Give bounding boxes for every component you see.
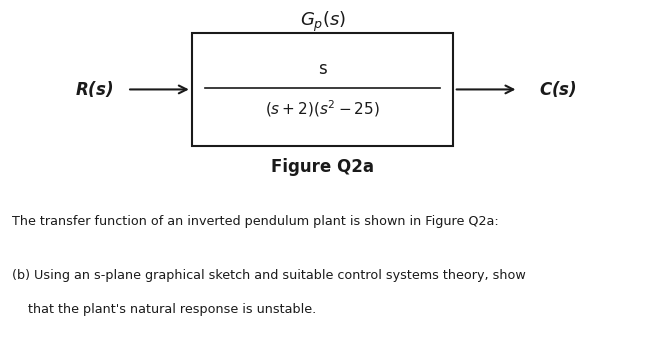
Text: $\mathit{G_p}$$\mathit{(s)}$: $\mathit{G_p}$$\mathit{(s)}$ <box>299 10 346 34</box>
Text: s: s <box>318 60 327 78</box>
Text: Figure Q2a: Figure Q2a <box>271 158 374 176</box>
Text: $(s + 2)(s^2 - 25)$: $(s + 2)(s^2 - 25)$ <box>265 98 380 119</box>
Text: The transfer function of an inverted pendulum plant is shown in Figure Q2a:: The transfer function of an inverted pen… <box>12 215 499 228</box>
Text: $\bfit{R}\bfit{(}\bfit{s}\bfit{)}$: $\bfit{R}\bfit{(}\bfit{s}\bfit{)}$ <box>76 79 113 99</box>
Text: $\bfit{C}\bfit{(}\bfit{s}\bfit{)}$: $\bfit{C}\bfit{(}\bfit{s}\bfit{)}$ <box>539 79 576 99</box>
Text: (b) Using an s-plane graphical sketch and suitable control systems theory, show: (b) Using an s-plane graphical sketch an… <box>12 269 526 282</box>
Text: that the plant's natural response is unstable.: that the plant's natural response is uns… <box>12 303 316 316</box>
FancyBboxPatch shape <box>192 33 453 146</box>
